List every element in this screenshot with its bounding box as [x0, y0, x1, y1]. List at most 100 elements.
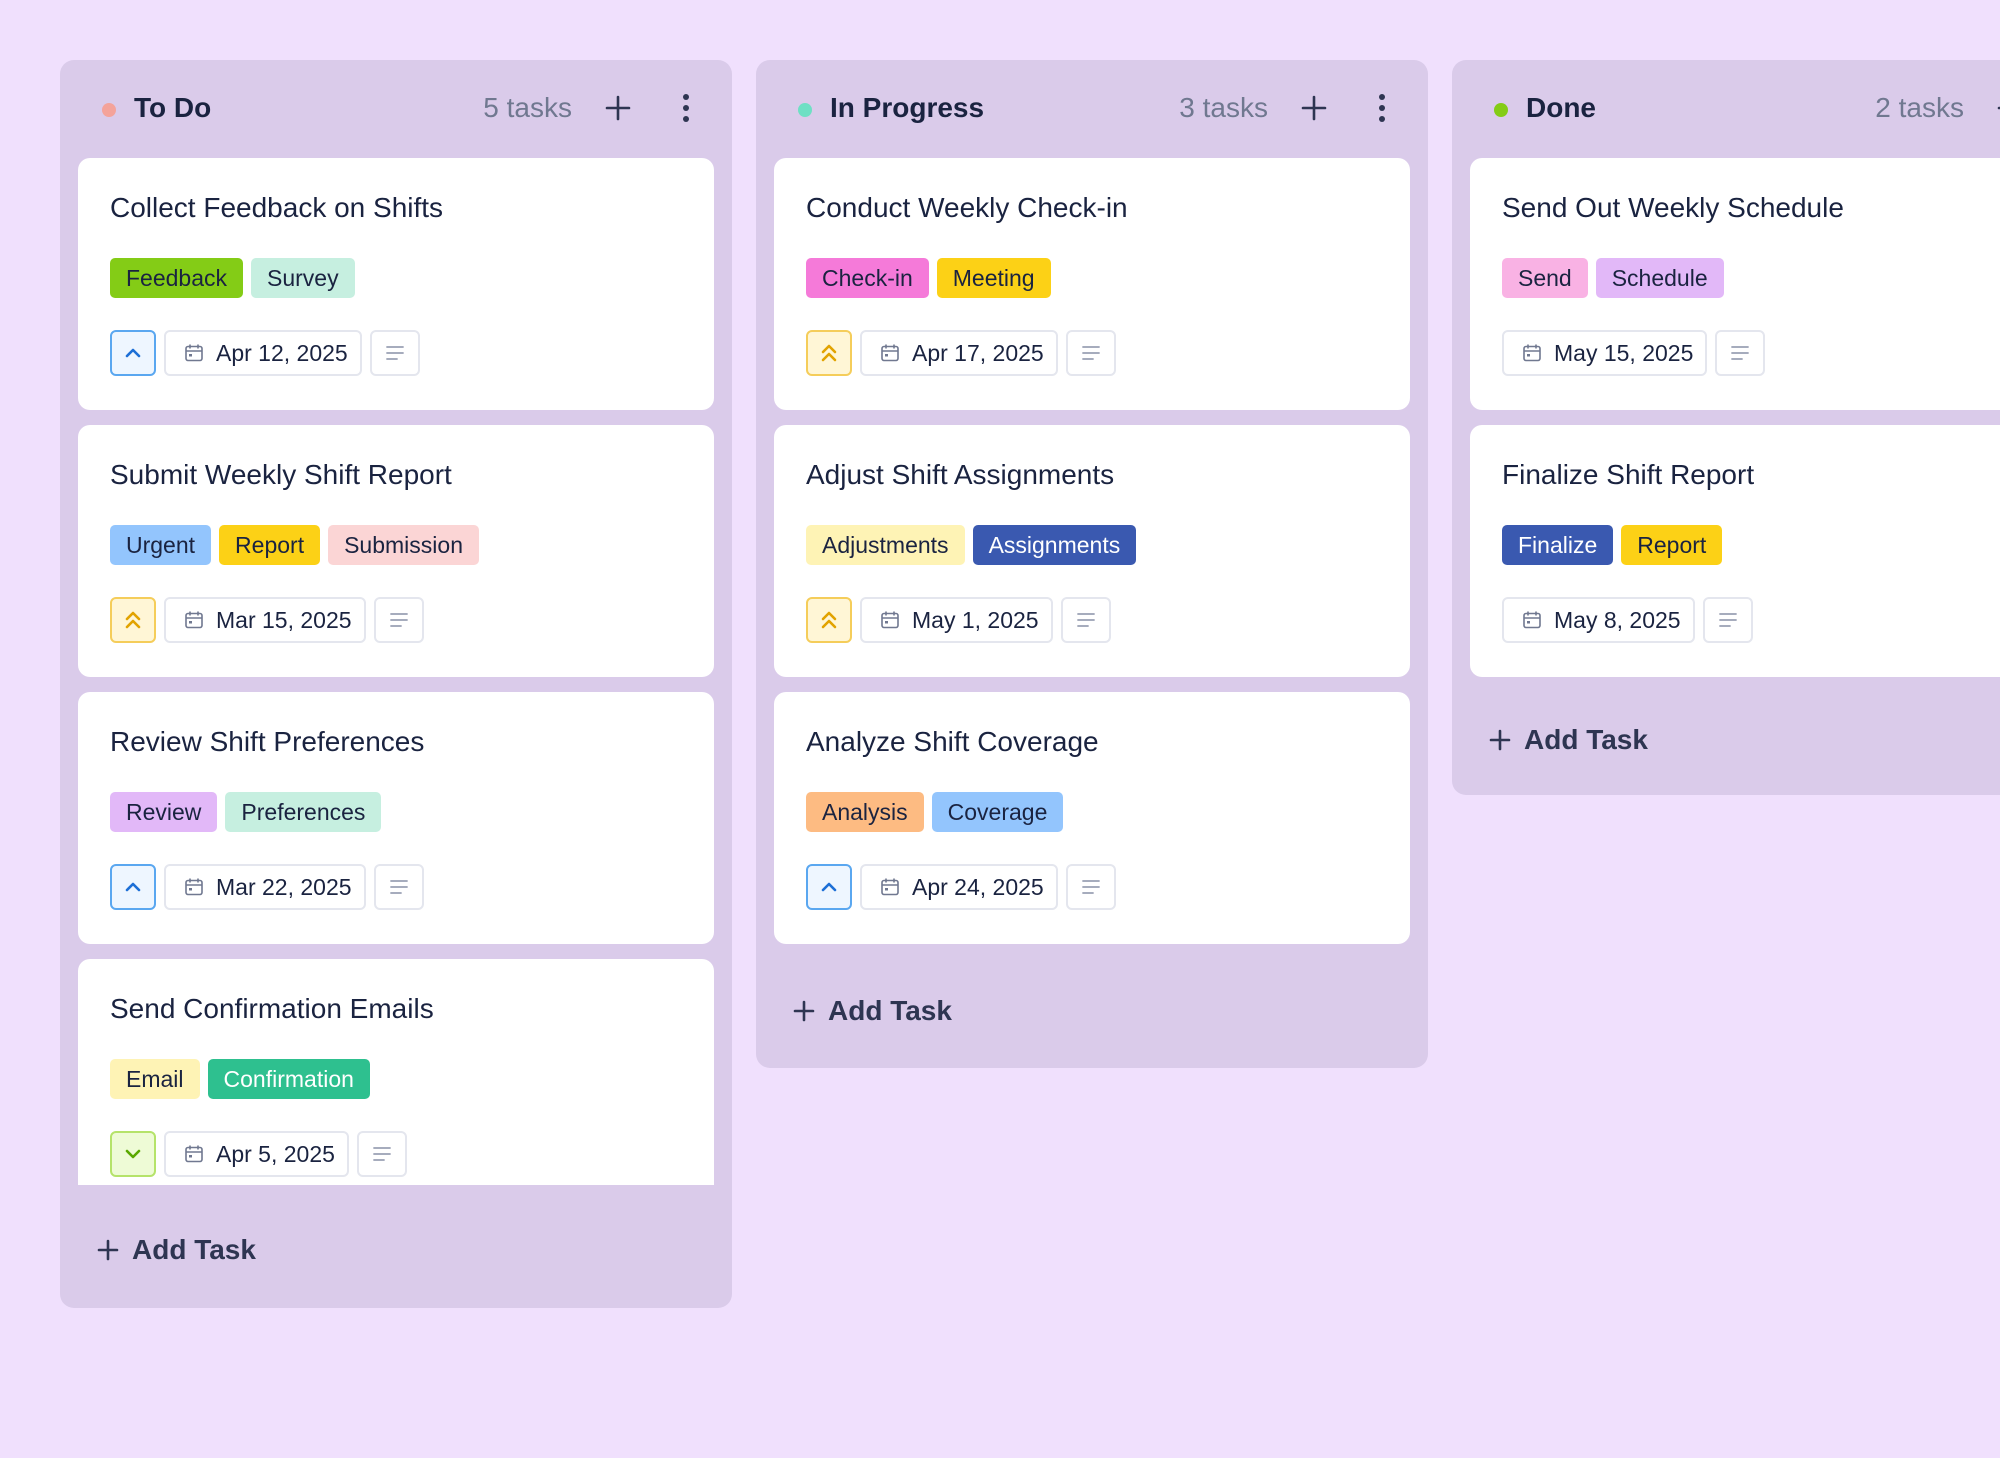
due-date: May 1, 2025	[912, 606, 1039, 633]
due-date-chip[interactable]: Mar 22, 2025	[164, 864, 366, 910]
add-task-button[interactable]: Add Task	[96, 1230, 256, 1270]
tag[interactable]: Analysis	[806, 792, 924, 832]
tag[interactable]: Report	[219, 525, 321, 565]
card-meta: Apr 24, 2025	[806, 864, 1116, 910]
notes-icon	[1731, 346, 1750, 360]
priority-high-button[interactable]	[806, 864, 852, 910]
task-card[interactable]: Review Shift Preferences Review Preferen…	[78, 692, 714, 944]
notes-button[interactable]	[356, 1131, 407, 1177]
notes-button[interactable]	[373, 864, 424, 910]
plus-icon	[793, 1000, 815, 1022]
task-card[interactable]: Collect Feedback on Shifts Feedback Surv…	[78, 158, 714, 410]
tag[interactable]: Email	[110, 1059, 200, 1099]
task-card[interactable]: Submit Weekly Shift Report Urgent Report…	[78, 425, 714, 677]
priority-high-button[interactable]	[110, 330, 156, 376]
calendar-icon	[185, 1145, 203, 1163]
due-date-chip[interactable]: Apr 12, 2025	[164, 330, 362, 376]
calendar-icon	[881, 611, 899, 629]
plus-icon	[97, 1239, 119, 1261]
due-date: May 15, 2025	[1554, 339, 1694, 366]
due-date-chip[interactable]: May 15, 2025	[1502, 330, 1708, 376]
tag-list: Check-in Meeting	[806, 258, 1051, 298]
notes-button[interactable]	[1065, 330, 1116, 376]
tag[interactable]: Check-in	[806, 258, 929, 298]
notes-icon	[1081, 346, 1100, 360]
tag[interactable]: Submission	[328, 525, 479, 565]
notes-icon	[1718, 613, 1737, 627]
due-date-chip[interactable]: Mar 15, 2025	[164, 597, 366, 643]
tag[interactable]: Send	[1502, 258, 1588, 298]
column-header: Done 2 tasks	[1452, 60, 2000, 158]
tag[interactable]: Confirmation	[207, 1059, 370, 1099]
plus-icon[interactable]	[1994, 92, 2000, 124]
tag[interactable]: Coverage	[931, 792, 1064, 832]
double-chevron-up-icon	[821, 611, 837, 629]
notes-button[interactable]	[369, 330, 420, 376]
notes-button[interactable]	[1060, 597, 1111, 643]
chevron-down-icon	[125, 1149, 141, 1159]
tag[interactable]: Feedback	[110, 258, 244, 298]
task-count: 3 tasks	[1179, 92, 1268, 123]
task-card[interactable]: Send Out Weekly Schedule Send Schedule M…	[1470, 158, 2000, 410]
notes-button[interactable]	[1715, 330, 1766, 376]
task-count: 5 tasks	[483, 92, 572, 123]
tag[interactable]: Finalize	[1502, 525, 1614, 565]
tag[interactable]: Preferences	[225, 792, 382, 832]
tag[interactable]: Report	[1621, 525, 1723, 565]
task-card[interactable]: Finalize Shift Report Finalize Report Ma…	[1470, 425, 2000, 677]
column-title: Done	[1526, 92, 1596, 123]
add-task-button[interactable]: Add Task	[1488, 720, 1648, 760]
card-title: Submit Weekly Shift Report	[110, 459, 452, 490]
tag[interactable]: Urgent	[110, 525, 212, 565]
tag[interactable]: Assignments	[972, 525, 1137, 565]
tag[interactable]: Schedule	[1595, 258, 1724, 298]
column-header: To Do 5 tasks	[60, 60, 732, 158]
due-date-chip[interactable]: May 1, 2025	[860, 597, 1053, 643]
tag[interactable]: Review	[110, 792, 218, 832]
due-date-chip[interactable]: Apr 24, 2025	[860, 864, 1058, 910]
tag-list: Adjustments Assignments	[806, 525, 1137, 565]
tag[interactable]: Adjustments	[806, 525, 965, 565]
tag-list: Analysis Coverage	[806, 792, 1064, 832]
due-date-chip[interactable]: May 8, 2025	[1502, 597, 1695, 643]
kanban-board: To Do 5 tasks Collect Feedback on Shifts…	[60, 60, 2000, 1458]
due-date: Apr 17, 2025	[912, 339, 1044, 366]
add-task-button[interactable]: Add Task	[792, 991, 952, 1031]
notes-button[interactable]	[373, 597, 424, 643]
priority-high-button[interactable]	[110, 864, 156, 910]
due-date: Apr 12, 2025	[216, 339, 348, 366]
card-meta: Apr 12, 2025	[110, 330, 420, 376]
card-title: Collect Feedback on Shifts	[110, 192, 444, 223]
plus-icon[interactable]	[1298, 92, 1330, 124]
chevron-up-icon	[821, 882, 837, 892]
column-done: Done 2 tasks Send Out Weekly Schedule Se…	[1452, 60, 2000, 795]
tag-list: Email Confirmation	[110, 1059, 370, 1099]
calendar-icon	[185, 611, 203, 629]
tag[interactable]: Survey	[251, 258, 355, 298]
notes-button[interactable]	[1702, 597, 1753, 643]
tag-list: Urgent Report Submission	[110, 525, 479, 565]
due-date-chip[interactable]: Apr 5, 2025	[164, 1131, 349, 1177]
priority-urgent-button[interactable]	[806, 330, 852, 376]
tag[interactable]: Meeting	[936, 258, 1051, 298]
plus-icon[interactable]	[602, 92, 634, 124]
priority-urgent-button[interactable]	[110, 597, 156, 643]
task-card[interactable]: Send Confirmation Emails Email Confirmat…	[78, 959, 714, 1185]
priority-urgent-button[interactable]	[806, 597, 852, 643]
more-vertical-icon[interactable]	[1372, 92, 1392, 124]
notes-icon	[389, 880, 408, 894]
notes-icon	[389, 613, 408, 627]
priority-low-button[interactable]	[110, 1131, 156, 1177]
double-chevron-up-icon	[821, 344, 837, 362]
task-card[interactable]: Analyze Shift Coverage Analysis Coverage…	[774, 692, 1410, 944]
tag-list: Review Preferences	[110, 792, 382, 832]
task-card[interactable]: Adjust Shift Assignments Adjustments Ass…	[774, 425, 1410, 677]
calendar-icon	[1523, 344, 1541, 362]
task-card[interactable]: Conduct Weekly Check-in Check-in Meeting…	[774, 158, 1410, 410]
calendar-icon	[1523, 611, 1541, 629]
notes-icon	[385, 346, 404, 360]
card-title: Finalize Shift Report	[1502, 459, 1755, 490]
due-date-chip[interactable]: Apr 17, 2025	[860, 330, 1058, 376]
more-vertical-icon[interactable]	[676, 92, 696, 124]
notes-button[interactable]	[1065, 864, 1116, 910]
